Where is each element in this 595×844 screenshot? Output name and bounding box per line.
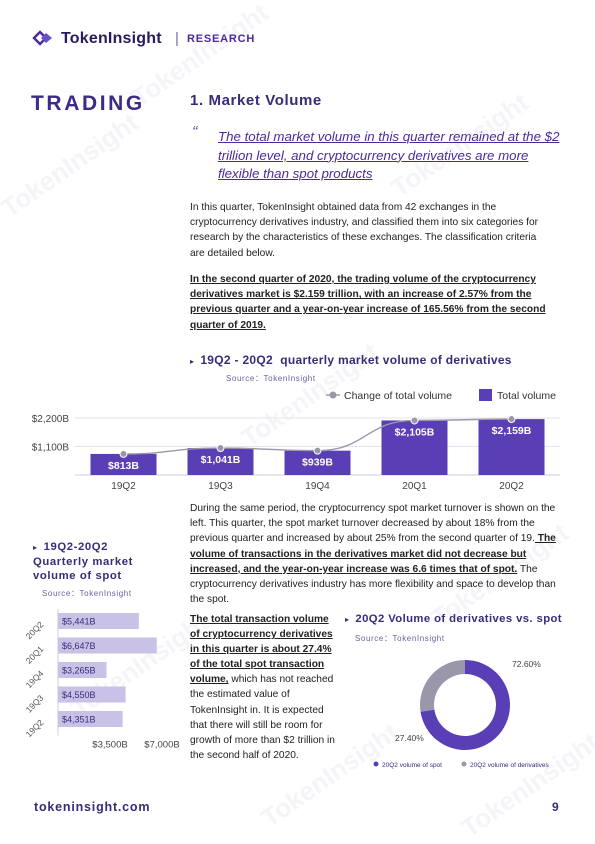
legend-line-marker <box>329 391 337 399</box>
legend-bar-label: Total volume <box>497 390 556 402</box>
pie-chart-source: Source：TokenInsight <box>355 634 445 643</box>
spot-chart-title-line1: 19Q2-20Q2 <box>43 541 109 553</box>
ratio-paragraph-rest: which has not reached the estimated valu… <box>190 674 335 761</box>
x-tick-label: 20Q1 <box>402 481 427 492</box>
spot-comparison-paragraph: During the same period, the cryptocurren… <box>190 501 562 607</box>
x-tick-label: 19Q4 <box>305 481 330 492</box>
legend-derivatives-label: 20Q2 volume of derivatives <box>470 762 550 769</box>
bar-value-label: $2,159B <box>492 425 532 437</box>
spot-bar-19Q3 <box>58 686 126 703</box>
spot-paragraph-highlight: The volume of transactions in the deriva… <box>190 533 556 575</box>
bar-value-label: $813B <box>108 460 139 472</box>
bar-20Q1 <box>381 420 448 475</box>
line-point <box>313 446 322 455</box>
derivatives-chart-source: Source：TokenInsight <box>226 374 316 383</box>
pie-chart-title: ▸ 20Q2 Volume of derivatives vs. spot <box>345 613 562 625</box>
page-heading: 1. Market Volume <box>190 92 322 109</box>
spot-bar-value: $6,647B <box>62 641 96 651</box>
ratio-paragraph-highlight: The total transaction volume of cryptocu… <box>190 614 333 686</box>
pie-slice-0 <box>420 660 510 750</box>
spot-chart-source: Source：TokenInsight <box>42 589 132 598</box>
pie-label: 27.40% <box>395 733 424 743</box>
triangle-icon: ▸ <box>190 357 195 366</box>
spot-bar-value: $3,265B <box>62 666 96 676</box>
x-tick-label: 20Q2 <box>499 481 524 492</box>
pie-label: 72.60% <box>512 659 541 669</box>
intro-paragraph: In this quarter, TokenInsight obtained d… <box>190 202 539 259</box>
line-point <box>507 415 516 424</box>
brand-separator: | <box>175 30 179 47</box>
spot-chart-title: ▸ 19Q2-20Q2 Quarterly market volume of sp… <box>33 540 173 583</box>
line-point <box>216 444 225 453</box>
spot-bar-value: $5,441B <box>62 617 96 627</box>
spot-chart-title-line: ▸ 19Q2-20Q2 <box>33 540 173 555</box>
bar-19Q2 <box>90 453 157 475</box>
pie-slice-1 <box>420 660 465 712</box>
y-tick-label: $1,100B <box>32 443 70 454</box>
highlight-paragraph: In the second quarter of 2020, the tradi… <box>190 274 546 331</box>
pie-chart-title-text: 20Q2 Volume of derivatives vs. spot <box>355 613 562 625</box>
spot-bar-value: $4,351B <box>62 715 96 725</box>
y-tick-label: 19Q3 <box>24 693 46 715</box>
tokeninsight-logo-icon <box>32 30 52 46</box>
page-number: 9 <box>552 800 559 814</box>
research-label: RESEARCH <box>187 33 256 45</box>
derivatives-chart-title-text: quarterly market volume of derivatives <box>280 353 512 367</box>
bar-value-label: $2,105B <box>395 426 435 438</box>
y-tick-label: 19Q2 <box>24 717 46 739</box>
bar-20Q2 <box>478 419 545 475</box>
bar-19Q3 <box>187 448 254 475</box>
legend-bar-swatch <box>479 389 492 401</box>
x-tick-label: $3,500B <box>92 740 127 751</box>
y-tick-label: $2,200B <box>32 414 70 425</box>
derivatives-chart-title: ▸ 19Q2 - 20Q2 quarterly market volume of … <box>190 353 512 367</box>
brand-name: TokenInsight <box>61 30 162 47</box>
section-title: TRADING <box>31 92 145 115</box>
spot-chart-title-line2: Quarterly market <box>33 556 134 568</box>
pull-quote: The total market volume in this quarter … <box>218 129 560 181</box>
bar-19Q4 <box>284 450 351 475</box>
bar-value-label: $939B <box>302 457 333 469</box>
x-tick-label: 19Q2 <box>111 481 136 492</box>
x-tick-label: $7,000B <box>144 740 179 751</box>
ratio-paragraph: The total transaction volume of cryptocu… <box>190 612 340 763</box>
x-tick-label: 19Q3 <box>208 481 233 492</box>
quote-mark-icon: “ <box>192 124 198 141</box>
y-tick-label: 20Q2 <box>24 619 46 641</box>
legend-spot-label: 20Q2 volume of spot <box>382 762 442 769</box>
watermark: TokenInsight <box>0 106 144 224</box>
line-point <box>119 449 128 458</box>
derivatives-vs-spot-pie: 72.60% 27.40% 20Q2 volume of spot 20Q2 volu… <box>373 659 550 769</box>
spot-bar-value: $4,550B <box>62 690 96 700</box>
legend-line-label: Change of total volume <box>344 390 452 402</box>
spot-bar-20Q2 <box>58 613 139 629</box>
spot-bar-19Q2 <box>58 711 123 727</box>
derivatives-chart-period: 19Q2 - 20Q2 <box>200 353 274 367</box>
spot-chart-title-line3: volume of spot <box>33 570 122 582</box>
triangle-icon: ▸ <box>345 615 350 624</box>
spot-paragraph-part3: The cryptocurrency derivatives industry … <box>190 563 556 606</box>
footer-url[interactable]: tokeninsight.com <box>34 800 151 814</box>
bar-value-label: $1,041B <box>201 454 241 466</box>
derivatives-volume-chart: $2,200B $1,100B $813B 19Q2 $1,041B 19Q3 $939B 1… <box>32 389 560 492</box>
y-tick-label: 19Q4 <box>24 668 46 690</box>
line-point <box>410 416 419 425</box>
triangle-icon: ▸ <box>33 543 38 552</box>
spot-bar-19Q4 <box>58 662 107 678</box>
spot-volume-chart: $5,441B 20Q2 $6,647B 20Q1 $3,265B 19Q4 $4,550B… <box>24 609 180 751</box>
legend-derivatives-marker <box>461 761 467 767</box>
legend-spot-marker <box>373 761 379 767</box>
y-tick-label: 20Q1 <box>24 644 46 666</box>
spot-bar-20Q1 <box>58 637 157 654</box>
spot-paragraph-part1: During the same period, the cryptocurren… <box>190 503 556 545</box>
